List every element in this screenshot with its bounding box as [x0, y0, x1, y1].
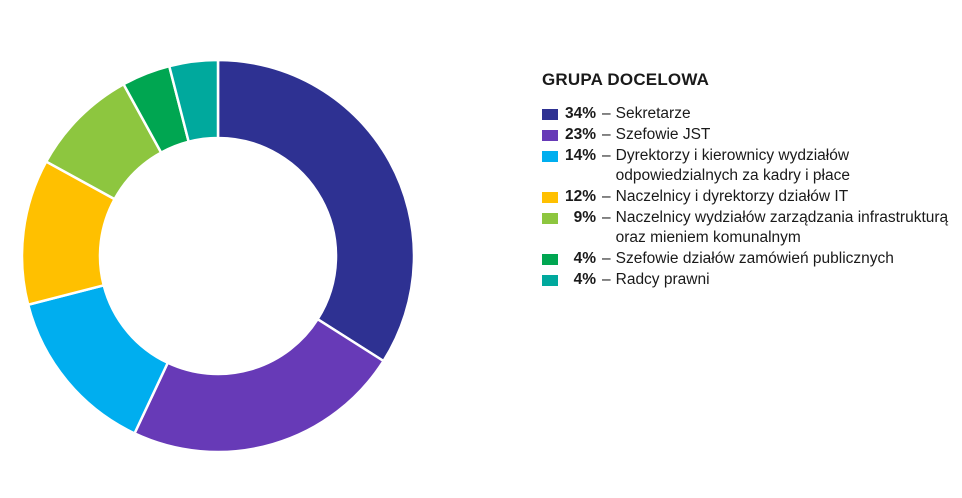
- legend-label: Radcy prawni: [615, 271, 710, 288]
- legend-percent: 4%: [573, 271, 596, 288]
- legend-dash: –: [602, 250, 611, 267]
- legend-item: 23% – Szefowie JST: [542, 125, 952, 145]
- legend-label: Szefowie działów zamówień publicznych: [615, 250, 894, 267]
- legend-item: 9% – Naczelnicy wydziałów zarządzania infr…: [542, 208, 952, 248]
- donut-slice-1: [216, 58, 416, 363]
- legend-swatch: [542, 109, 558, 120]
- legend-percent: 4%: [573, 250, 596, 267]
- legend-label: Naczelnicy wydziałów zarządzania infrast…: [615, 209, 949, 246]
- donut-slice-7: [167, 58, 220, 144]
- legend-swatch: [542, 151, 558, 162]
- donut-slice-2: [132, 317, 386, 454]
- legend-swatch: [542, 192, 558, 203]
- legend-swatch: [542, 130, 558, 141]
- legend-label: Sekretarze: [615, 105, 691, 122]
- legend-percent: 9%: [573, 209, 596, 226]
- legend-swatch: [542, 275, 558, 286]
- legend-item: 14% – Dyrektorzy i kierownicy wydziałów od…: [542, 146, 952, 186]
- legend-item: 12% – Naczelnicy i dyrektorzy działów IT: [542, 187, 952, 207]
- legend-dash: –: [602, 209, 611, 226]
- legend-dash: –: [602, 105, 611, 122]
- legend-percent: 34%: [564, 105, 596, 122]
- legend-dash: –: [602, 271, 611, 288]
- legend-dash: –: [602, 188, 611, 205]
- legend-swatch: [542, 213, 558, 224]
- chart-title: GRUPA DOCELOWA: [542, 70, 710, 89]
- legend-percent: 14%: [564, 147, 596, 164]
- legend-swatch: [542, 254, 558, 265]
- legend-label: Szefowie JST: [615, 126, 711, 143]
- legend-percent: 12%: [564, 188, 596, 205]
- legend-items: 34% – Sekretarze 23% – Szefowie JST 14% – Dyrekt…: [542, 104, 952, 290]
- chart-legend: GRUPA DOCELOWA 34% – Sekretarze 23% – Szefowi…: [542, 70, 952, 291]
- legend-dash: –: [602, 126, 611, 143]
- legend-label: Dyrektorzy i kierownicy wydziałów odpowi…: [615, 147, 850, 184]
- legend-percent: 23%: [564, 126, 596, 143]
- legend-item: 34% – Sekretarze: [542, 104, 952, 124]
- legend-item: 4% – Radcy prawni: [542, 270, 952, 290]
- legend-dash: –: [602, 147, 611, 164]
- legend-item: 4% – Szefowie działów zamówień publicznych: [542, 249, 952, 269]
- legend-label: Naczelnicy i dyrektorzy działów IT: [615, 188, 849, 205]
